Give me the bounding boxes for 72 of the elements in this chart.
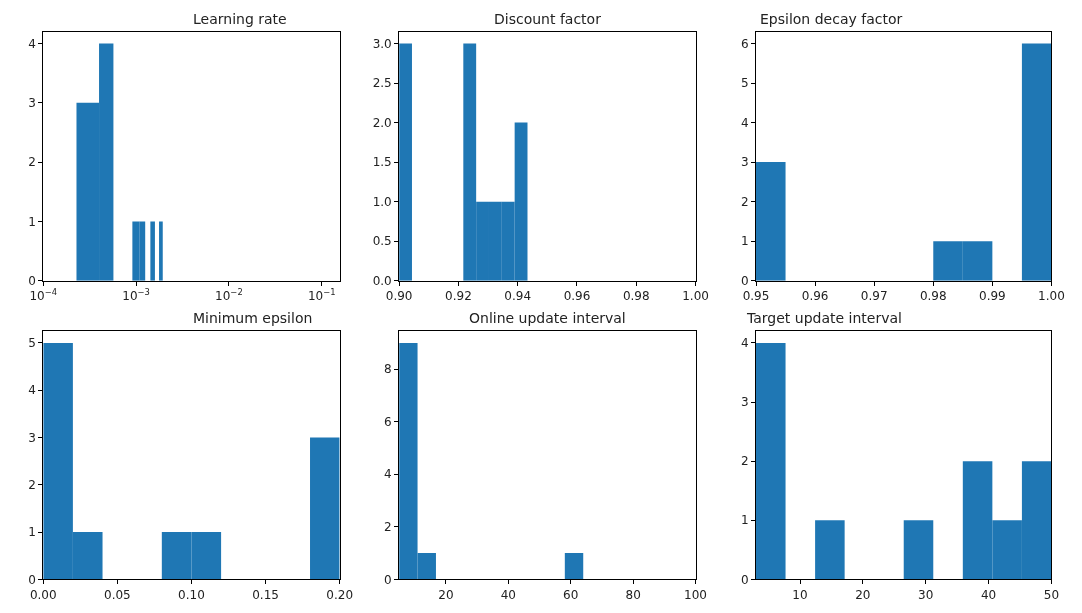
y-tick-label: 4 [28,383,36,398]
y-tick-label: 3 [28,96,36,111]
x-tick-label: 0.00 [29,587,57,602]
y-tick-label: 2.5 [372,76,392,91]
y-tick-label: 3.0 [372,36,392,51]
x-tick-label: 10 [792,587,808,602]
y-tick-label: 0 [740,572,749,587]
chart-title: Learning rate [193,11,287,27]
y-tick-label: 2 [28,477,36,492]
y-tick-label: 6 [384,414,392,429]
y-tick-label: 5 [28,336,36,351]
y-tick-label: 2 [384,519,392,534]
y-tick-label: 1 [740,234,749,249]
x-tick-label: 60 [563,587,579,602]
x-tick-label: 0.90 [385,289,413,304]
x-tick-label: 10$^{−3}$ [122,287,150,304]
y-tick-label: 1.5 [372,155,392,170]
x-tick-label: 20 [438,587,454,602]
x-tick-label: 0.92 [445,289,472,304]
y-tick-label: 2 [28,155,36,170]
x-tick-label: 50 [1043,587,1060,602]
y-tick-label: 0 [28,273,36,288]
x-tick-label: 30 [918,587,934,602]
x-tick-label: 0.98 [919,289,947,304]
x-tick-label: 40 [980,587,997,602]
x-tick-label: 0.94 [504,289,532,304]
y-tick-label: 4 [28,36,36,51]
y-tick-label: 8 [384,362,392,377]
x-tick-label: 0.96 [801,289,829,304]
x-tick-label: 20 [855,587,871,602]
x-tick-label: 0.99 [979,289,1006,304]
x-tick-label: 1.00 [682,289,709,304]
y-tick-label: 4 [740,115,749,130]
x-tick-label: 0.96 [563,289,591,304]
x-tick-label: 1.00 [1038,289,1065,304]
chart-title: Discount factor [494,11,602,27]
y-tick-label: 1 [28,214,36,229]
chart-title: Online update interval [469,310,626,326]
x-tick-label: 80 [625,587,641,602]
x-tick-label: 10$^{−2}$ [215,287,243,304]
y-tick-label: 0 [384,572,392,587]
x-tick-label: 0.98 [622,289,650,304]
y-tick-label: 4 [740,336,749,351]
x-tick-label: 100 [684,587,708,602]
x-tick-label: 0.95 [742,289,770,304]
y-tick-label: 2 [740,194,749,209]
chart-title: Minimum epsilon [193,310,313,326]
y-tick-label: 6 [740,36,749,51]
y-tick-label: 3 [740,155,749,170]
y-tick-label: 5 [740,76,749,91]
x-tick-label: 40 [500,587,516,602]
x-tick-label: 10$^{−1}$ [307,287,336,304]
y-tick-label: 1.0 [372,194,392,209]
y-tick-label: 0 [740,273,749,288]
y-tick-label: 1 [28,525,36,540]
x-tick-label: 0.20 [326,587,354,602]
x-tick-label: 0.15 [252,587,279,602]
y-tick-label: 3 [740,395,749,410]
y-tick-label: 2.0 [372,115,392,130]
y-tick-label: 4 [384,467,392,482]
chart-title: Target update interval [746,310,902,326]
chart-title: Epsilon decay factor [760,11,903,27]
x-tick-label: 0.10 [178,587,205,602]
y-tick-label: 2 [740,454,749,469]
x-tick-label: 0.97 [860,289,888,304]
x-tick-label: 10$^{−4}$ [29,287,58,304]
y-tick-label: 3 [28,430,36,445]
y-tick-label: 1 [740,513,749,528]
y-tick-label: 0 [28,572,36,587]
y-tick-label: 0.0 [372,273,392,288]
y-tick-label: 0.5 [372,234,392,249]
x-tick-label: 0.05 [103,587,131,602]
